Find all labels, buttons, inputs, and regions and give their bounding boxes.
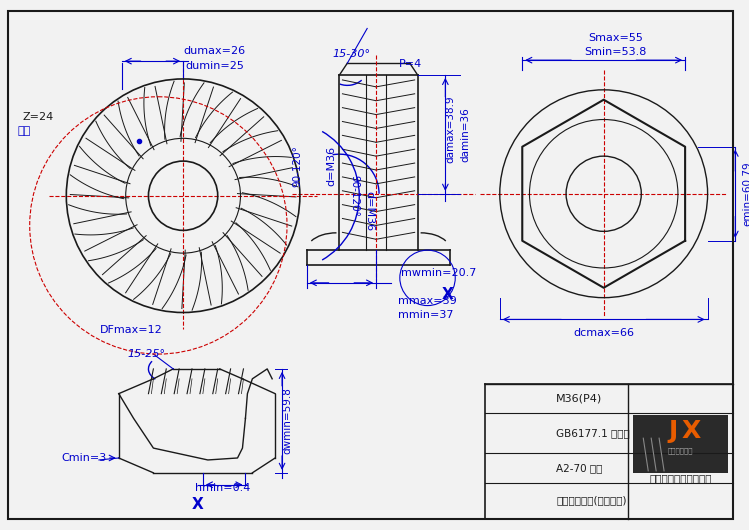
Text: damin=36: damin=36 [460,107,470,162]
Text: damax=38.9: damax=38.9 [446,95,455,163]
Text: 15-25°: 15-25° [127,349,166,359]
Text: X: X [192,497,204,512]
Text: 六角法兰螺母(带防滑齿): 六角法兰螺母(带防滑齿) [557,496,627,506]
Text: dcmax=66: dcmax=66 [573,328,634,338]
Text: M36(P4): M36(P4) [557,394,602,404]
Text: 齿数: 齿数 [18,126,31,136]
Text: dumin=25: dumin=25 [185,61,244,71]
Text: dwmin=59.8: dwmin=59.8 [282,387,292,454]
Text: GB6177.1 带花齿: GB6177.1 带花齿 [557,428,630,438]
Text: 杭州匠鑫实业有限公司: 杭州匠鑫实业有限公司 [649,473,712,483]
Text: 匠鑫智能科技: 匠鑫智能科技 [668,448,694,454]
Text: hmin=0.4: hmin=0.4 [195,483,250,493]
Text: mwmin=20.7: mwmin=20.7 [401,268,476,278]
Text: dumax=26: dumax=26 [184,46,246,56]
Text: 15-30°: 15-30° [333,49,371,59]
Text: J: J [668,419,678,443]
Text: DFmax=12: DFmax=12 [100,325,163,335]
Text: d=M36: d=M36 [327,146,336,186]
Bar [634,416,728,473]
Text: mmax=39: mmax=39 [398,296,457,306]
Text: P=4: P=4 [399,59,422,69]
Text: Z=24: Z=24 [22,111,54,121]
Text: 90-120°: 90-120° [292,145,302,187]
Text: X: X [681,419,700,443]
Text: 90-120°: 90-120° [349,175,360,217]
Text: Smin=53.8: Smin=53.8 [584,47,646,57]
Text: emin=60.79: emin=60.79 [742,162,749,226]
Text: Cmin=3: Cmin=3 [61,453,107,463]
Text: A2-70 洗白: A2-70 洗白 [557,463,602,473]
Text: d=M36: d=M36 [364,190,374,231]
Text: mmin=37: mmin=37 [398,311,453,321]
Text: X: X [441,287,453,302]
Text: Smax=55: Smax=55 [588,33,643,43]
